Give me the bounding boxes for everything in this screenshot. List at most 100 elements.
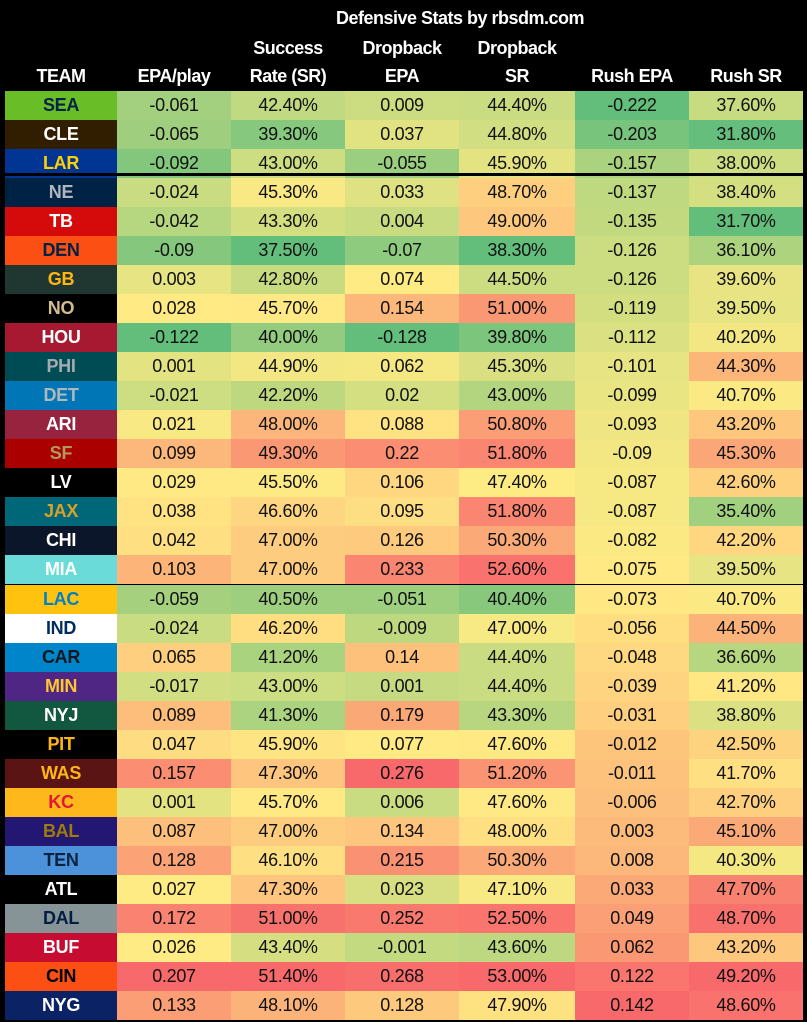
value-cell-sr: 49.30%	[231, 439, 345, 469]
team-cell: KC	[5, 787, 117, 817]
value-cell-rush_epa: 0.008	[575, 845, 689, 875]
value-cell-epa_play: 0.047	[117, 729, 231, 759]
table-row-was: WAS 0.157 47.30% 0.276 51.20% -0.011 41.70%	[5, 758, 803, 788]
team-cell: ATL	[5, 874, 117, 904]
team-cell: CLE	[5, 120, 117, 150]
header-text: Dropback	[362, 38, 442, 58]
team-cell: NO	[5, 294, 117, 324]
value-cell-db_epa: -0.051	[345, 584, 459, 614]
team-cell: NYG	[5, 990, 117, 1020]
value-cell-sr: 47.30%	[231, 758, 345, 788]
value-cell-db_sr: 48.00%	[459, 816, 575, 846]
value-cell-db_epa: 0.062	[345, 352, 459, 382]
table-row-pit: PIT 0.047 45.90% 0.077 47.60% -0.012 42.50%	[5, 729, 803, 759]
table-row-ten: TEN 0.128 46.10% 0.215 50.30% 0.008 40.30%	[5, 845, 803, 875]
value-cell-rush_sr: 31.70%	[689, 207, 803, 237]
value-cell-rush_epa: -0.012	[575, 729, 689, 759]
value-cell-db_epa: 0.252	[345, 903, 459, 933]
value-cell-db_epa: 0.02	[345, 381, 459, 411]
table-row-gb: GB 0.003 42.80% 0.074 44.50% -0.126 39.60%	[5, 265, 803, 295]
value-cell-rush_epa: 0.142	[575, 990, 689, 1020]
value-cell-rush_sr: 44.30%	[689, 352, 803, 382]
table-row-car: CAR 0.065 41.20% 0.14 44.40% -0.048 36.60%	[5, 642, 803, 672]
value-cell-rush_sr: 38.40%	[689, 178, 803, 208]
value-cell-epa_play: 0.029	[117, 468, 231, 498]
value-cell-db_sr: 44.50%	[459, 265, 575, 295]
team-cell: DET	[5, 381, 117, 411]
value-cell-rush_sr: 41.70%	[689, 758, 803, 788]
table-row-cle: CLE -0.065 39.30% 0.037 44.80% -0.203 31.80%	[5, 120, 803, 150]
value-cell-db_epa: -0.128	[345, 323, 459, 353]
value-cell-rush_sr: 42.50%	[689, 729, 803, 759]
value-cell-rush_epa: -0.099	[575, 381, 689, 411]
header-text: EPA	[384, 66, 420, 86]
value-cell-epa_play: 0.001	[117, 352, 231, 382]
value-cell-db_epa: 0.268	[345, 961, 459, 991]
value-cell-rush_epa: -0.039	[575, 671, 689, 701]
column-header-rush_epa: Rush EPA	[575, 36, 689, 90]
table-row-den: DEN -0.09 37.50% -0.07 38.30% -0.126 36.10%	[5, 236, 803, 266]
team-cell: LAC	[5, 584, 117, 614]
table-row-chi: CHI 0.042 47.00% 0.126 50.30% -0.082 42.20%	[5, 526, 803, 556]
team-cell: MIN	[5, 671, 117, 701]
value-cell-db_sr: 44.40%	[459, 91, 575, 120]
value-cell-db_sr: 47.00%	[459, 613, 575, 643]
value-cell-epa_play: -0.017	[117, 671, 231, 701]
value-cell-rush_epa: 0.049	[575, 903, 689, 933]
value-cell-epa_play: -0.024	[117, 178, 231, 208]
value-cell-db_sr: 40.40%	[459, 584, 575, 614]
value-cell-rush_epa: -0.135	[575, 207, 689, 237]
table-row-tb: TB -0.042 43.30% 0.004 49.00% -0.135 31.70%	[5, 207, 803, 237]
value-cell-rush_sr: 43.20%	[689, 932, 803, 962]
value-cell-sr: 42.80%	[231, 265, 345, 295]
value-cell-sr: 42.20%	[231, 381, 345, 411]
value-cell-epa_play: 0.001	[117, 787, 231, 817]
value-cell-sr: 40.50%	[231, 584, 345, 614]
value-cell-rush_sr: 40.20%	[689, 323, 803, 353]
value-cell-epa_play: 0.172	[117, 903, 231, 933]
value-cell-epa_play: 0.133	[117, 990, 231, 1020]
value-cell-db_sr: 49.00%	[459, 207, 575, 237]
table-row-lar: LAR -0.092 43.00% -0.055 45.90% -0.157 38.00%	[5, 149, 803, 179]
value-cell-rush_epa: -0.082	[575, 526, 689, 556]
value-cell-rush_sr: 39.60%	[689, 265, 803, 295]
value-cell-sr: 40.00%	[231, 323, 345, 353]
value-cell-db_epa: 0.001	[345, 671, 459, 701]
value-cell-db_sr: 52.50%	[459, 903, 575, 933]
table-title: Defensive Stats by rbsdm.com	[335, 8, 585, 28]
value-cell-sr: 44.90%	[231, 352, 345, 382]
table-row-nyg: NYG 0.133 48.10% 0.128 47.90% 0.142 48.60%	[5, 990, 803, 1020]
value-cell-epa_play: -0.09	[117, 236, 231, 266]
team-cell: CIN	[5, 961, 117, 991]
value-cell-sr: 45.90%	[231, 729, 345, 759]
value-cell-rush_epa: -0.087	[575, 468, 689, 498]
value-cell-sr: 41.20%	[231, 642, 345, 672]
value-cell-rush_epa: -0.087	[575, 497, 689, 527]
value-cell-db_sr: 47.40%	[459, 468, 575, 498]
value-cell-db_epa: 0.095	[345, 497, 459, 527]
header-text: TEAM	[36, 66, 87, 86]
value-cell-sr: 39.30%	[231, 120, 345, 150]
value-cell-db_sr: 43.60%	[459, 932, 575, 962]
value-cell-sr: 47.00%	[231, 816, 345, 846]
team-cell: NYJ	[5, 700, 117, 730]
value-cell-db_epa: 0.009	[345, 91, 459, 120]
column-header-db_sr: Dropback SR	[459, 36, 575, 90]
value-cell-rush_sr: 45.10%	[689, 816, 803, 846]
value-cell-db_epa: 0.134	[345, 816, 459, 846]
team-cell: HOU	[5, 323, 117, 353]
value-cell-rush_sr: 39.50%	[689, 555, 803, 585]
column-header-sr: Success Rate (SR)	[231, 36, 345, 90]
value-cell-db_epa: 0.276	[345, 758, 459, 788]
team-cell: NE	[5, 178, 117, 208]
column-header-rush_sr: Rush SR	[689, 36, 803, 90]
table-row-lac: LAC -0.059 40.50% -0.051 40.40% -0.073 40.70%	[5, 584, 803, 614]
value-cell-epa_play: 0.021	[117, 410, 231, 440]
value-cell-rush_sr: 42.20%	[689, 526, 803, 556]
value-cell-sr: 45.70%	[231, 787, 345, 817]
table-row-ari: ARI 0.021 48.00% 0.088 50.80% -0.093 43.20%	[5, 410, 803, 440]
value-cell-db_epa: 0.088	[345, 410, 459, 440]
team-cell: SEA	[5, 91, 117, 120]
value-cell-sr: 46.10%	[231, 845, 345, 875]
value-cell-db_sr: 53.00%	[459, 961, 575, 991]
